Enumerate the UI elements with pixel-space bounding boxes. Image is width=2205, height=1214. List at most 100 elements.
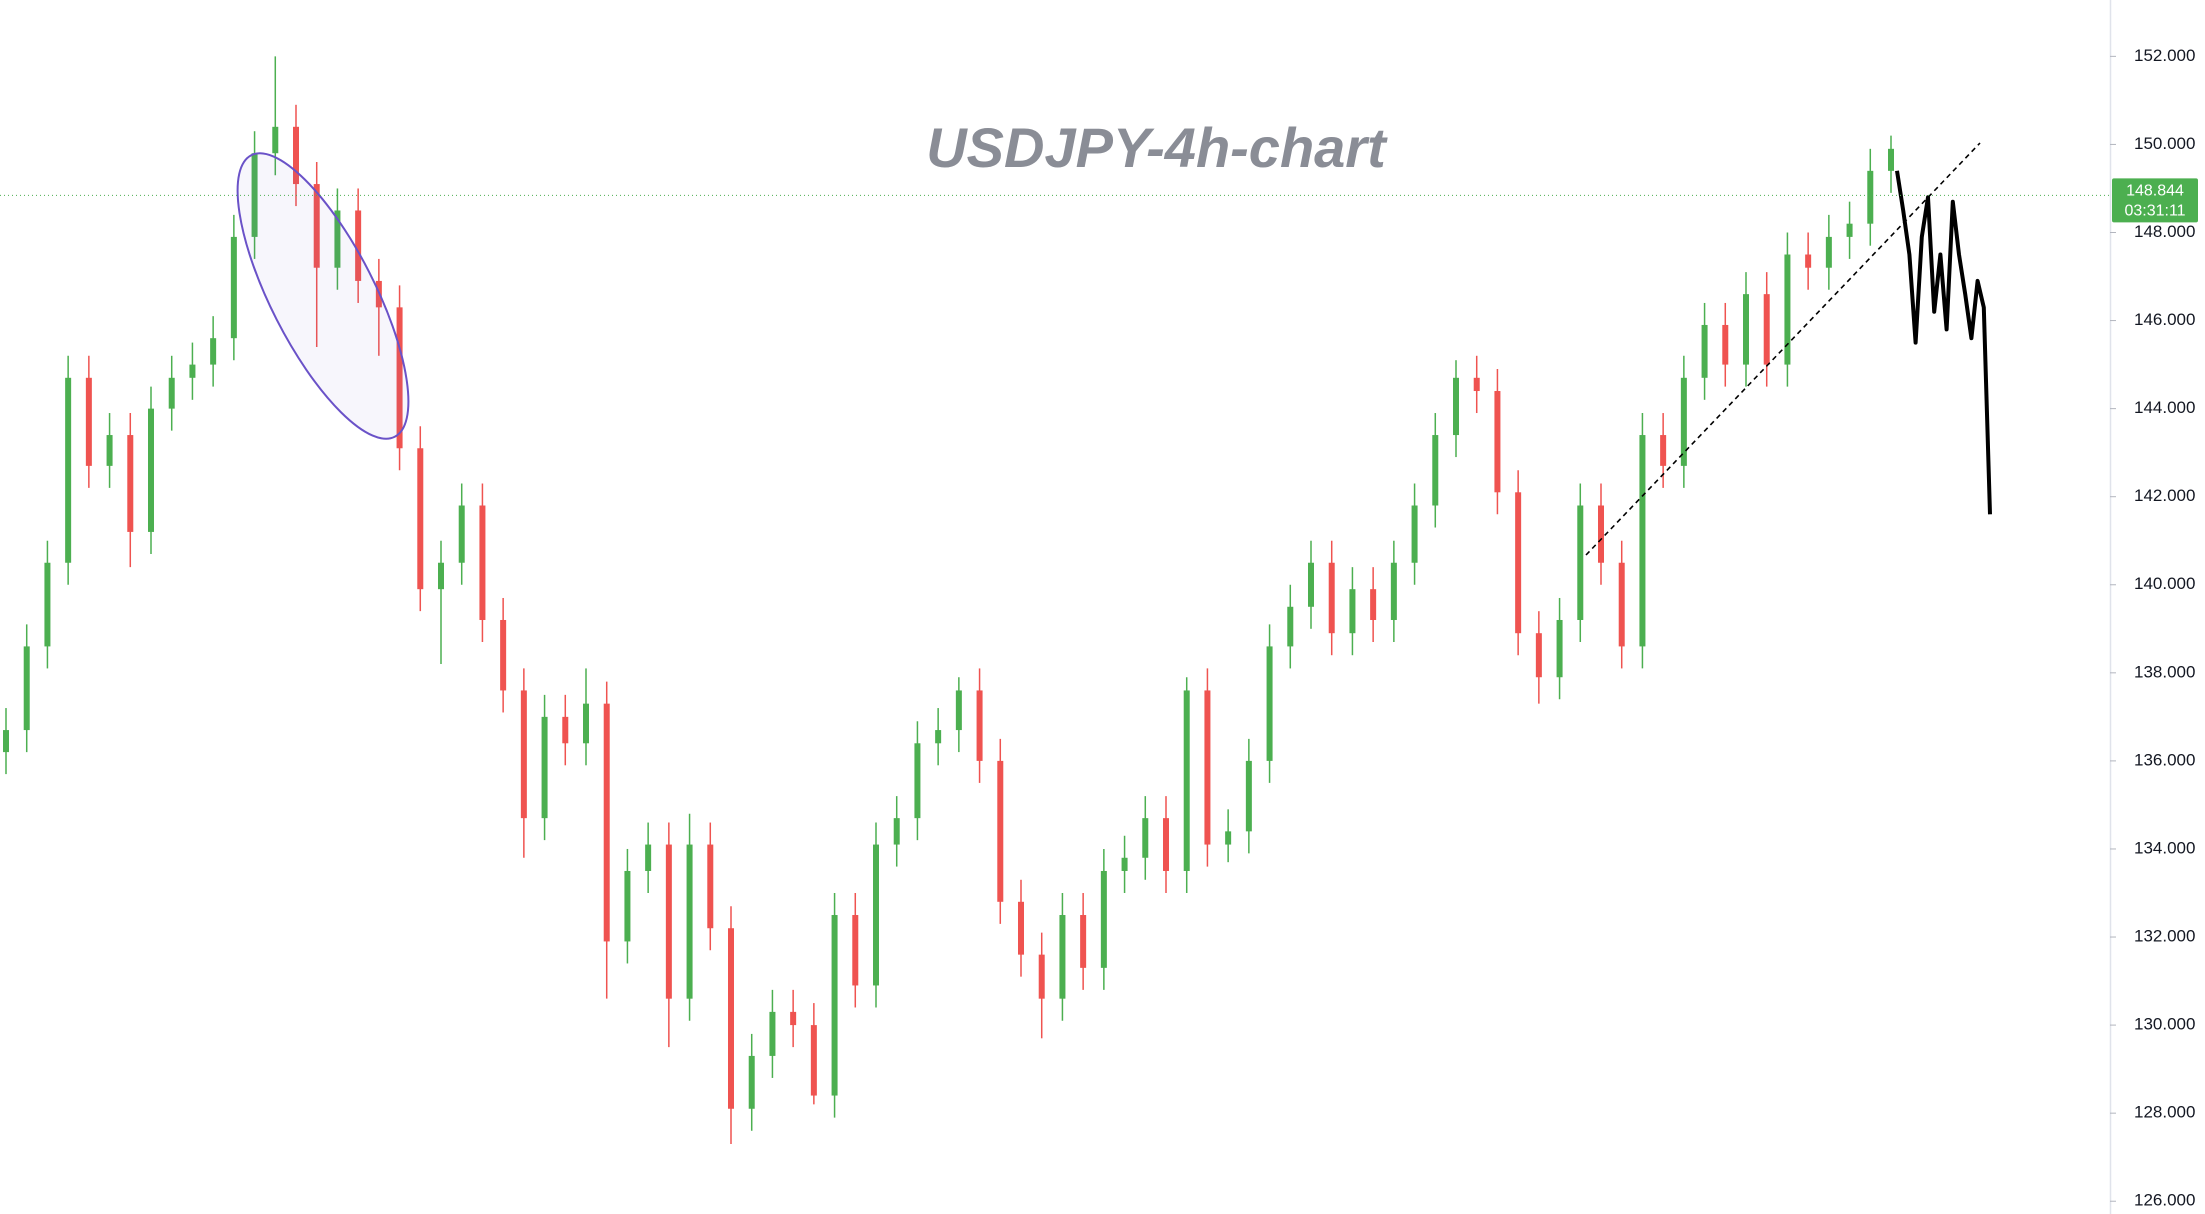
candle-body bbox=[189, 364, 196, 378]
candle-body bbox=[1266, 646, 1273, 761]
candle-body bbox=[355, 210, 362, 281]
candle-body bbox=[665, 844, 672, 999]
candle-body bbox=[873, 844, 879, 986]
candle-body bbox=[230, 236, 237, 339]
candle-body bbox=[810, 1025, 817, 1096]
y-tick-label: 136.000 bbox=[2134, 750, 2195, 769]
y-tick-label: 148.000 bbox=[2134, 222, 2195, 241]
trend-line bbox=[1585, 142, 1981, 556]
candle-body bbox=[1453, 377, 1459, 436]
last-price: 148.844 bbox=[2126, 183, 2184, 200]
candle-body bbox=[23, 646, 30, 731]
candle-body bbox=[624, 870, 631, 942]
candle-body bbox=[1556, 619, 1563, 678]
candle-body bbox=[541, 716, 548, 819]
candle-body bbox=[106, 435, 113, 466]
candle-body bbox=[1080, 915, 1087, 968]
y-tick-label: 144.000 bbox=[2134, 398, 2195, 417]
candle-body bbox=[65, 377, 72, 563]
highlight-ellipse bbox=[236, 152, 410, 440]
candle-body bbox=[1328, 562, 1335, 634]
candle-body bbox=[603, 703, 610, 942]
candle-body bbox=[707, 844, 714, 929]
candle-body bbox=[1411, 505, 1418, 563]
candle-body bbox=[438, 562, 444, 590]
candle-body bbox=[210, 338, 217, 365]
candle-body bbox=[1743, 294, 1749, 365]
candle-body bbox=[728, 928, 734, 1109]
candle-body bbox=[976, 690, 983, 761]
candle-body bbox=[272, 126, 279, 154]
candle-body bbox=[1535, 633, 1542, 678]
candle-body bbox=[1701, 324, 1708, 378]
candle-body bbox=[1473, 377, 1480, 392]
candle-body bbox=[500, 619, 507, 691]
candle-body bbox=[645, 844, 652, 871]
candle-body bbox=[251, 153, 258, 237]
y-tick-label: 140.000 bbox=[2134, 574, 2195, 593]
candle-body bbox=[1059, 915, 1066, 999]
candle-body bbox=[1618, 562, 1625, 647]
candle-body bbox=[748, 1055, 755, 1109]
candle-body bbox=[127, 435, 134, 532]
candle-body bbox=[790, 1011, 797, 1026]
candle-body bbox=[1121, 857, 1128, 871]
candle-body bbox=[1100, 870, 1107, 968]
candle-body bbox=[893, 818, 900, 845]
candle-body bbox=[148, 408, 154, 532]
y-tick-label: 126.000 bbox=[2134, 1191, 2195, 1210]
candle-body bbox=[1225, 831, 1232, 845]
candle-body bbox=[479, 505, 486, 620]
chart-title: USDJPY-4h-chart bbox=[926, 116, 1388, 179]
y-tick-label: 150.000 bbox=[2134, 134, 2195, 153]
candle-body bbox=[417, 448, 424, 590]
candle-body bbox=[1018, 901, 1024, 955]
candle-body bbox=[1867, 170, 1874, 224]
y-tick-label: 132.000 bbox=[2134, 927, 2195, 946]
candle-body bbox=[686, 844, 693, 999]
y-tick-label: 134.000 bbox=[2134, 838, 2195, 857]
y-tick-label: 130.000 bbox=[2134, 1015, 2195, 1034]
candle-body bbox=[1287, 606, 1294, 647]
plot bbox=[3, 56, 1992, 1144]
y-tick-label: 152.000 bbox=[2134, 46, 2195, 65]
y-tick-label: 146.000 bbox=[2134, 310, 2195, 329]
candle-body bbox=[1390, 562, 1397, 620]
candle-body bbox=[1639, 435, 1646, 647]
candle-body bbox=[1183, 690, 1190, 871]
candle-body bbox=[1825, 236, 1832, 268]
candle-body bbox=[1370, 589, 1377, 620]
candle-body bbox=[1515, 492, 1522, 634]
candle-body bbox=[1204, 690, 1211, 845]
candle-body bbox=[935, 730, 942, 744]
candle-body bbox=[3, 730, 9, 753]
candle-body bbox=[293, 126, 299, 185]
candle-body bbox=[1308, 562, 1314, 607]
y-tick-label: 138.000 bbox=[2134, 662, 2195, 681]
candle-body bbox=[1680, 377, 1687, 466]
candle-body bbox=[1349, 589, 1356, 634]
countdown: 03:31:11 bbox=[2124, 203, 2185, 220]
candle-body bbox=[1763, 294, 1770, 365]
candle-body bbox=[1660, 435, 1667, 466]
candle-body bbox=[562, 716, 569, 744]
candle-body bbox=[520, 690, 527, 819]
candle-body bbox=[831, 915, 838, 1096]
candle-body bbox=[44, 562, 51, 647]
candle-body bbox=[852, 915, 859, 986]
candle-body bbox=[458, 505, 465, 563]
candle-body bbox=[1142, 818, 1149, 858]
candle-body bbox=[1784, 254, 1791, 365]
candle-body bbox=[1038, 954, 1045, 999]
candle-body bbox=[1846, 223, 1853, 237]
y-tick-label: 142.000 bbox=[2134, 486, 2195, 505]
candle-body bbox=[334, 210, 341, 268]
y-axis: 126.000 128.000 130.000 132.000 134.000 136.0… bbox=[2110, 46, 2195, 1210]
candle-body bbox=[1163, 818, 1169, 871]
projection-line bbox=[1895, 170, 1992, 515]
candle-body bbox=[168, 377, 175, 409]
last-price-box bbox=[2112, 178, 2198, 223]
candle-body bbox=[1245, 760, 1252, 832]
